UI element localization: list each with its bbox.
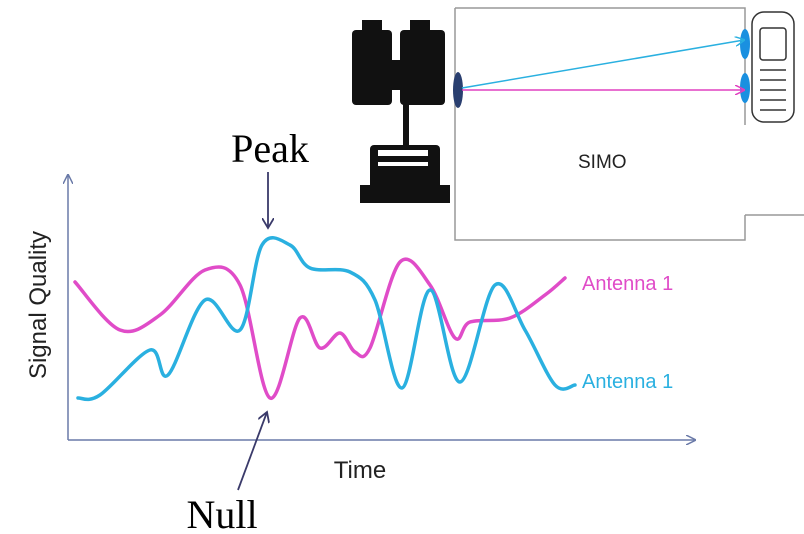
simo-label: SIMO <box>578 152 627 173</box>
x-axis-label: Time <box>334 457 386 484</box>
series-label: Antenna 1 <box>582 371 673 393</box>
rx-antenna <box>740 29 750 59</box>
series-label: Antenna 1 <box>582 273 673 295</box>
beam <box>462 40 744 88</box>
null-arrow <box>238 412 267 490</box>
y-axis-label: Signal Quality <box>25 231 52 379</box>
phone <box>752 12 794 122</box>
diagram: SIMO Signal Quality Time Antenna 1 Anten… <box>0 0 804 534</box>
null-label: Null <box>186 492 257 534</box>
rx-antenna <box>740 73 750 103</box>
peak-label: Peak <box>231 126 309 171</box>
base-station <box>352 20 450 203</box>
tx-antenna <box>453 72 463 108</box>
curve-antenna-pink <box>75 259 565 398</box>
